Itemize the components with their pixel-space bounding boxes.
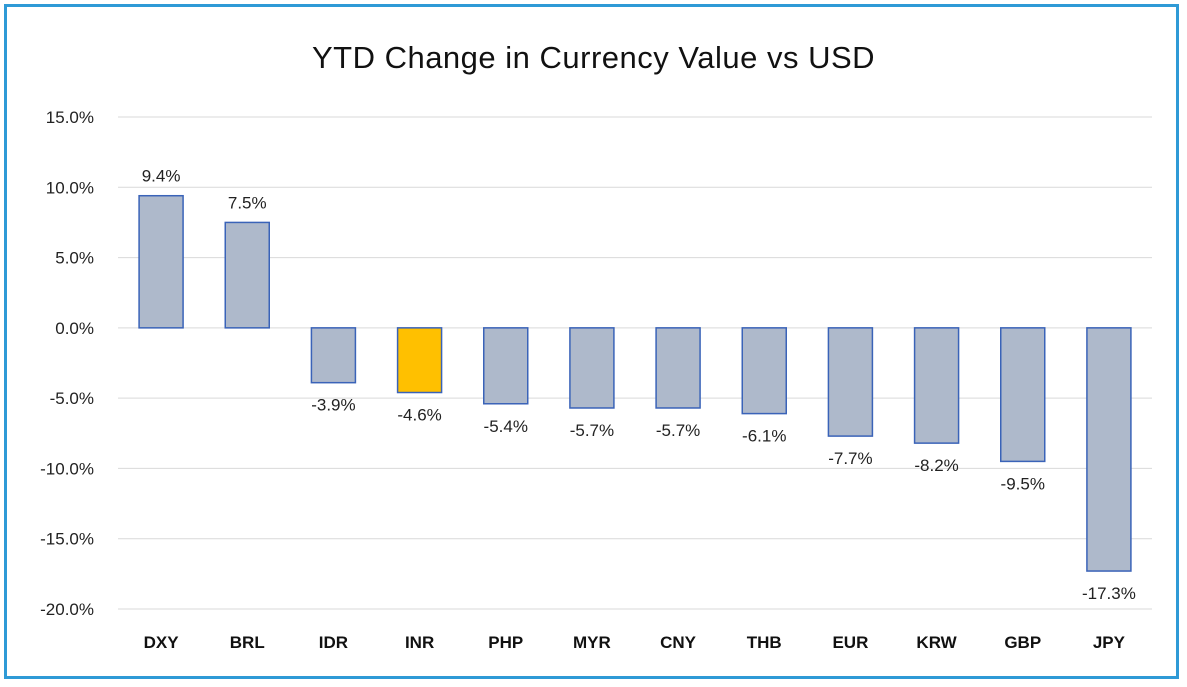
- category-labels: DXY BRL IDR INR PHP MYR CNY THB EUR KRW GBP JPY: [144, 633, 1126, 652]
- category-label-krw: KRW: [916, 633, 957, 652]
- data-label-thb: -6.1%: [742, 427, 786, 446]
- y-tick-label: 10.0%: [46, 178, 94, 197]
- category-label-php: PHP: [488, 633, 523, 652]
- category-label-cny: CNY: [660, 633, 697, 652]
- bar-brl: [224, 221, 270, 329]
- category-label-dxy: DXY: [144, 633, 180, 652]
- y-tick-label: 5.0%: [55, 249, 94, 268]
- y-tick-label: 15.0%: [46, 108, 94, 127]
- data-label-gbp: -9.5%: [1001, 474, 1045, 493]
- data-label-dxy: 9.4%: [142, 167, 181, 186]
- data-label-php: -5.4%: [484, 417, 528, 436]
- data-label-idr: -3.9%: [311, 396, 355, 415]
- bar-thb: [741, 327, 787, 415]
- category-label-idr: IDR: [319, 633, 348, 652]
- bar-myr: [569, 327, 615, 409]
- bars: [138, 194, 1132, 572]
- category-label-gbp: GBP: [1004, 633, 1041, 652]
- category-label-inr: INR: [405, 633, 434, 652]
- bar-dxy: [138, 194, 184, 329]
- data-label-jpy: -17.3%: [1082, 584, 1136, 603]
- category-label-myr: MYR: [573, 633, 611, 652]
- data-label-myr: -5.7%: [570, 421, 614, 440]
- bar-jpy: [1086, 327, 1132, 572]
- data-label-brl: 7.5%: [228, 193, 267, 212]
- y-tick-label: -20.0%: [40, 600, 94, 619]
- gridlines: [118, 116, 1152, 610]
- data-label-eur: -7.7%: [828, 449, 872, 468]
- bar-eur: [827, 327, 874, 437]
- chart-title: YTD Change in Currency Value vs USD: [311, 40, 876, 75]
- bar-gbp: [1000, 327, 1046, 463]
- category-label-brl: BRL: [230, 633, 265, 652]
- bar-cny: [655, 327, 701, 409]
- data-label-krw: -8.2%: [914, 456, 958, 475]
- bar-php: [483, 327, 529, 405]
- y-tick-label: 0.0%: [55, 319, 94, 338]
- y-tick-label: -15.0%: [40, 530, 94, 549]
- category-label-thb: THB: [747, 633, 782, 652]
- category-label-eur: EUR: [832, 633, 868, 652]
- y-tick-label: -5.0%: [50, 389, 94, 408]
- data-label-inr: -4.6%: [397, 406, 441, 425]
- bar-krw: [913, 327, 960, 444]
- y-axis-tick-labels: 15.0% 10.0% 5.0% 0.0% -5.0% -10.0% -15.0% -20.0…: [40, 108, 94, 619]
- data-labels: 9.4% 7.5% -3.9% -4.6% -5.4% -5.7% -5.7% -6.1% -7…: [142, 167, 1136, 603]
- bar-inr: [396, 327, 443, 394]
- bar-idr: [310, 327, 357, 384]
- data-label-cny: -5.7%: [656, 421, 700, 440]
- y-tick-label: -10.0%: [40, 459, 94, 478]
- category-label-jpy: JPY: [1093, 633, 1126, 652]
